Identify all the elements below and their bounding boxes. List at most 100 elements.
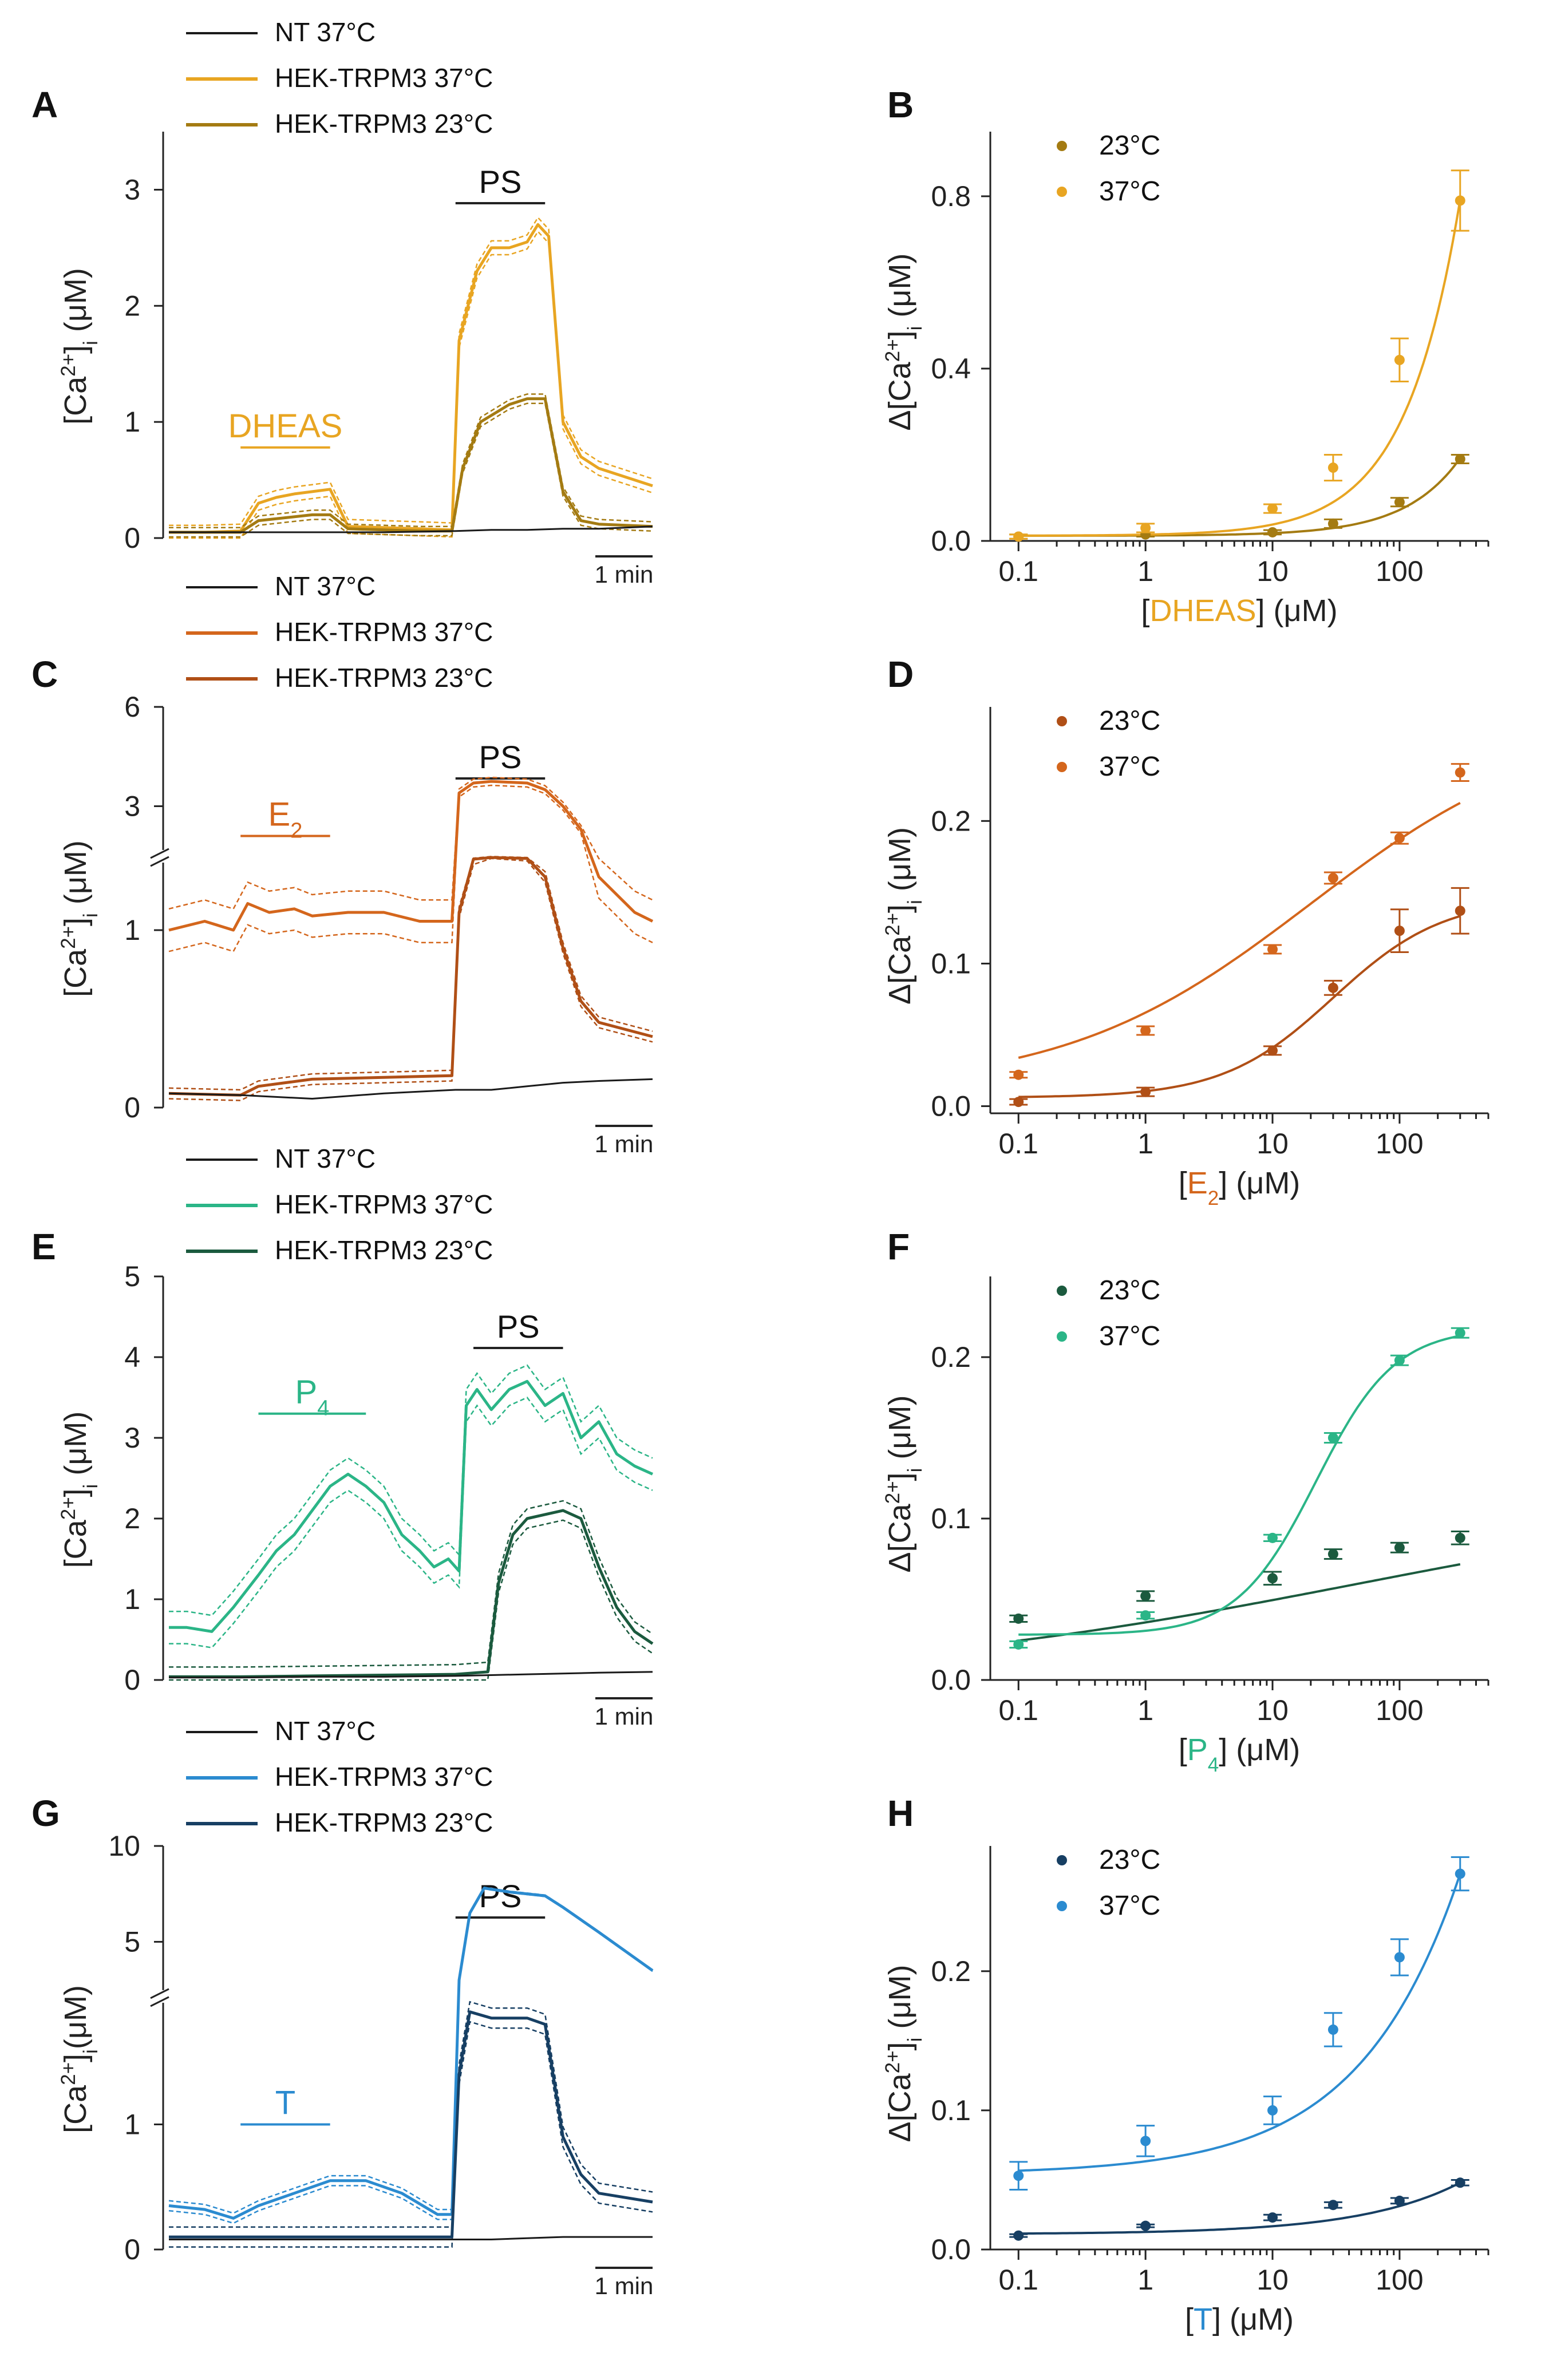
data-point [1327,1549,1338,1560]
x-tick-label: 0.1 [998,1128,1038,1160]
data-point [1394,2195,1405,2206]
x-axis-label: [P4] (μM) [1179,1733,1301,1776]
legend-marker [1057,1331,1067,1342]
time-scale-label: 1 min [595,1703,654,1730]
label-segment: DHEAS [228,408,343,445]
y-axis-label: [Ca2+]i (μM) [57,840,102,997]
y-tick-label: 0.0 [931,1090,971,1122]
sem-trace [168,776,653,910]
data-point [1455,906,1465,916]
legend-label: NT 37°C [275,1144,376,1173]
sem-trace [169,393,653,528]
legend-label: 37°C [1099,1321,1160,1351]
y-tick-label: 0.1 [931,947,971,979]
legend-marker [1057,1286,1067,1296]
label-segment: 2 [1208,1187,1219,1209]
data-point [1013,1639,1024,1650]
fit-curve-23 [1018,2181,1461,2235]
data-point [1394,833,1405,844]
label-segment: E [268,796,291,833]
y-axis-label: [Ca2+]i(μM) [57,1985,102,2133]
data-point [1140,2136,1151,2146]
legend-label: 37°C [1099,1891,1160,1921]
nt-trace [169,1671,653,1679]
data-point [1394,1952,1405,1963]
sem-trace [169,1519,653,1681]
panel-letter: F [887,1226,910,1267]
data-point [1267,944,1278,955]
y-tick-label: 4 [124,1341,140,1373]
label-segment: 2+ [57,354,80,377]
sem-trace [169,1396,653,1648]
y-tick-label: 5 [124,1260,140,1292]
fit-curve-37 [1018,1873,1461,2172]
x-axis-label: [T] (μM) [1185,2302,1294,2336]
ps-label: PS [479,739,522,775]
agonist-label: DHEAS [228,408,343,445]
legend-marker [1057,141,1067,151]
y-tick-label: 1 [124,914,140,946]
y-tick-label: 1 [124,1583,140,1615]
data-point [1140,1610,1151,1621]
sem-trace [169,1364,653,1616]
axis-break-mark [150,1988,169,1999]
trace-panel-A: A NT 37°C HEK-TRPM3 37°C HEK-TRPM3 23°C 0 1 2 3… [31,17,653,588]
x-tick-label: 1 [1137,1694,1153,1726]
y-tick-label: 0.2 [931,1955,971,1987]
label-segment: (μM) [58,840,93,913]
y-tick-label: 6 [124,691,140,723]
label-segment: (μM) [58,268,93,341]
label-segment: ] [883,1472,917,1481]
legend-label: 37°C [1099,752,1160,782]
data-point [1455,1532,1465,1543]
data-point [1013,1097,1024,1108]
data-point [1394,497,1405,508]
panel-letter: E [31,1226,56,1267]
legend-label: HEK-TRPM3 23°C [275,663,493,693]
y-tick-label: 5 [124,1926,140,1958]
panel-letter: G [31,1793,60,1834]
data-point [1327,982,1338,993]
sem-trace [168,856,653,1091]
y-axis-label: [Ca2+]i (μM) [57,268,102,425]
data-point [1455,2177,1465,2188]
data-point [1267,1573,1278,1584]
label-segment: Δ[Ca [883,935,917,1005]
data-point [1013,531,1024,542]
trace-panel-G: G NT 37°C HEK-TRPM3 37°C HEK-TRPM3 23°C 0 1 5 1… [31,1716,654,2299]
trpm3-23-trace [169,1509,654,1678]
label-segment: (μM) [883,827,917,900]
label-segment: [ [1179,1733,1187,1767]
legend-marker [1057,762,1067,772]
label-segment: i [904,2038,926,2042]
sem-trace [169,216,653,526]
label-segment: (μM) [58,1985,93,2049]
label-segment: DHEAS [1149,594,1256,628]
panel-letter: B [887,84,914,125]
x-tick-label: 1 [1137,1128,1153,1160]
x-tick-label: 1 [1137,2264,1153,2296]
legend-marker [1057,1901,1067,1911]
x-tick-label: 10 [1256,2264,1289,2296]
panel-letter: D [887,654,914,695]
legend-label: HEK-TRPM3 37°C [275,1762,493,1792]
data-point [1455,454,1465,464]
fit-curve-23 [1018,915,1461,1098]
label-segment: 2+ [882,913,904,936]
label-segment: Δ[Ca [883,2073,917,2142]
label-segment: i [80,913,102,918]
legend-label: HEK-TRPM3 37°C [275,1189,493,1219]
fit-curve-37 [1018,801,1461,1059]
data-point [1394,354,1405,365]
legend-marker [1057,716,1067,726]
y-tick-label: 0.0 [931,525,971,557]
label-segment: [Ca [58,376,93,425]
dose-panel-H: H0.00.10.20.1 1 10 100[T] (μM)Δ[Ca2+]i (μM)… [882,1793,1489,2336]
x-tick-label: 100 [1376,1694,1423,1726]
label-segment: ] [58,345,93,354]
y-tick-label: 0 [124,1664,140,1696]
y-tick-label: 0.4 [931,353,971,385]
label-segment: [Ca [58,948,93,997]
legend-label: 23°C [1099,131,1160,161]
